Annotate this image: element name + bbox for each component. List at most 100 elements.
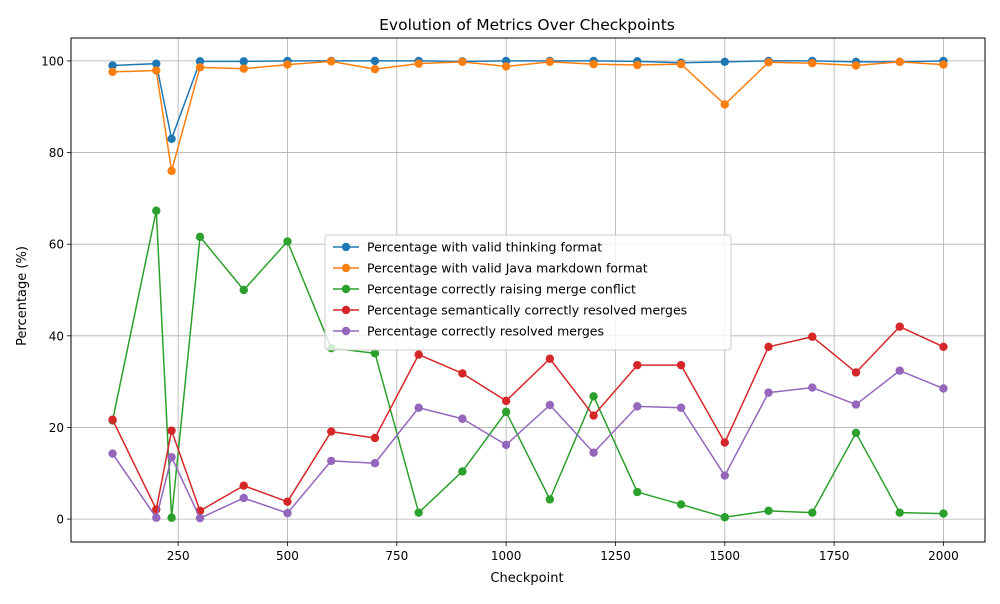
data-point	[895, 57, 904, 67]
data-point	[676, 360, 686, 370]
x-tick-label: 750	[385, 549, 408, 563]
data-point	[851, 368, 861, 377]
legend-label: Percentage semantically correctly resolv…	[367, 303, 687, 318]
data-point	[720, 471, 729, 480]
y-tick-label: 20	[49, 421, 64, 435]
legend-entry: Percentage correctly raising merge confl…	[333, 282, 636, 297]
data-point	[458, 57, 467, 67]
data-point	[283, 508, 292, 518]
series-lines	[108, 56, 948, 523]
data-point	[370, 64, 380, 74]
x-tick-label: 1250	[600, 549, 631, 563]
legend-label: Percentage with valid thinking format	[367, 240, 602, 255]
legend-label: Percentage correctly resolved merges	[367, 324, 604, 339]
data-point	[633, 360, 642, 370]
data-point	[764, 388, 773, 397]
x-tick-label: 1750	[819, 549, 850, 563]
legend-entry: Percentage correctly resolved merges	[333, 324, 604, 339]
axis-ticks: 250 500 750 1000 1250 1500 1750 2000 0 20 40 60 80 10…	[41, 54, 959, 563]
data-point	[633, 487, 642, 497]
data-point	[414, 403, 423, 412]
data-point	[167, 134, 176, 143]
x-tick-label: 250	[167, 549, 190, 563]
x-axis-label: Checkpoint	[490, 571, 563, 586]
data-point	[167, 453, 176, 462]
data-point	[545, 354, 555, 363]
legend-entry: Percentage with valid Java markdown form…	[333, 261, 648, 276]
data-point	[851, 400, 861, 409]
data-point	[501, 440, 511, 450]
data-point	[589, 411, 598, 420]
data-point	[327, 427, 336, 436]
data-point	[808, 59, 817, 68]
y-axis-label: Percentage (%)	[15, 246, 30, 346]
x-tick-label: 1000	[491, 549, 522, 563]
plot-area-frame	[70, 37, 986, 543]
data-point	[501, 396, 511, 406]
legend-swatch-marker	[341, 263, 351, 273]
data-point	[808, 332, 817, 341]
data-point	[327, 57, 336, 66]
data-point	[458, 467, 467, 476]
data-point	[545, 57, 555, 67]
series-2	[108, 57, 948, 176]
data-point	[414, 508, 423, 517]
data-point	[764, 506, 773, 516]
data-point	[108, 449, 117, 458]
legend-swatch-marker	[341, 326, 351, 336]
data-point	[720, 513, 729, 522]
data-point	[501, 407, 511, 417]
series-line	[111, 325, 944, 512]
data-point	[939, 60, 948, 69]
data-point	[545, 400, 555, 410]
data-point	[239, 57, 248, 66]
data-point	[939, 342, 948, 352]
y-tick-label: 80	[49, 146, 64, 160]
data-point	[167, 166, 176, 176]
data-point	[108, 415, 117, 424]
data-point	[633, 60, 642, 70]
legend-box	[324, 234, 732, 351]
data-point	[851, 428, 861, 438]
data-point	[720, 57, 729, 67]
data-point	[370, 349, 380, 358]
data-point	[720, 100, 729, 109]
data-point	[589, 392, 598, 401]
data-point	[589, 448, 598, 457]
x-tick-label: 2000	[928, 549, 959, 563]
x-tick-label: 1500	[710, 549, 741, 563]
data-point	[195, 63, 205, 72]
data-point	[414, 350, 423, 359]
series-5	[108, 366, 948, 523]
legend-swatch-marker	[341, 242, 351, 252]
data-point	[195, 57, 205, 66]
data-point	[589, 59, 598, 69]
data-point	[167, 513, 176, 522]
data-point	[676, 500, 686, 509]
series-4	[108, 322, 948, 516]
data-point	[327, 456, 336, 466]
data-point	[414, 59, 423, 68]
data-point	[370, 458, 380, 468]
data-point	[152, 513, 161, 522]
legend-label: Percentage correctly raising merge confl…	[367, 282, 636, 297]
y-tick-label: 60	[49, 238, 64, 252]
data-point	[808, 383, 817, 392]
legend-entry: Percentage with valid thinking format	[333, 240, 602, 255]
legend-label: Percentage with valid Java markdown form…	[367, 261, 648, 276]
legend: Percentage with valid thinking format Per…	[324, 234, 732, 351]
data-point	[720, 438, 729, 447]
data-point	[458, 414, 467, 423]
data-point	[676, 403, 686, 412]
data-point	[239, 64, 248, 73]
y-tick-label: 100	[41, 54, 64, 68]
data-point	[152, 206, 161, 215]
data-point	[283, 60, 292, 69]
y-tick-label: 0	[56, 513, 64, 527]
data-point	[152, 59, 161, 68]
x-tick-label: 500	[276, 549, 299, 563]
y-tick-label: 40	[49, 329, 64, 343]
data-point	[895, 508, 904, 517]
